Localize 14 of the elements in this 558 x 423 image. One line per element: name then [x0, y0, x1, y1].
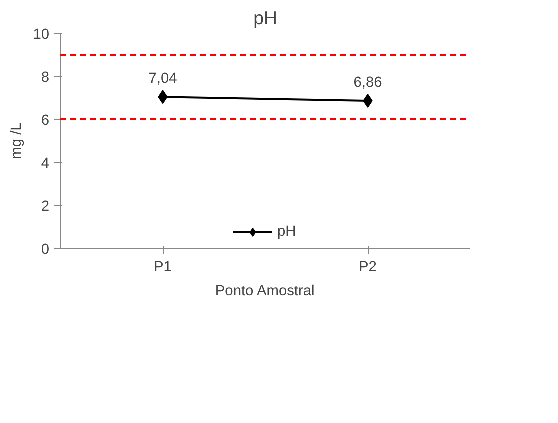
legend-label: pH [278, 224, 298, 240]
data-label: 6,86 [354, 75, 382, 92]
y-tick-label: 10 [33, 27, 50, 43]
x-tick-label: P1 [154, 260, 172, 276]
x-tick-label: P2 [359, 260, 377, 276]
chart-title: pH [254, 8, 278, 28]
y-tick-label: 8 [41, 70, 50, 86]
x-axis-title: Ponto Amostral [215, 284, 315, 300]
y-tick-label: 4 [41, 156, 50, 172]
y-axis-title: mg /L [9, 122, 26, 160]
y-tick-label: 2 [41, 199, 50, 215]
y-tick-label: 0 [41, 242, 50, 258]
y-tick-label: 6 [41, 113, 50, 129]
data-label: 7,04 [148, 71, 178, 88]
